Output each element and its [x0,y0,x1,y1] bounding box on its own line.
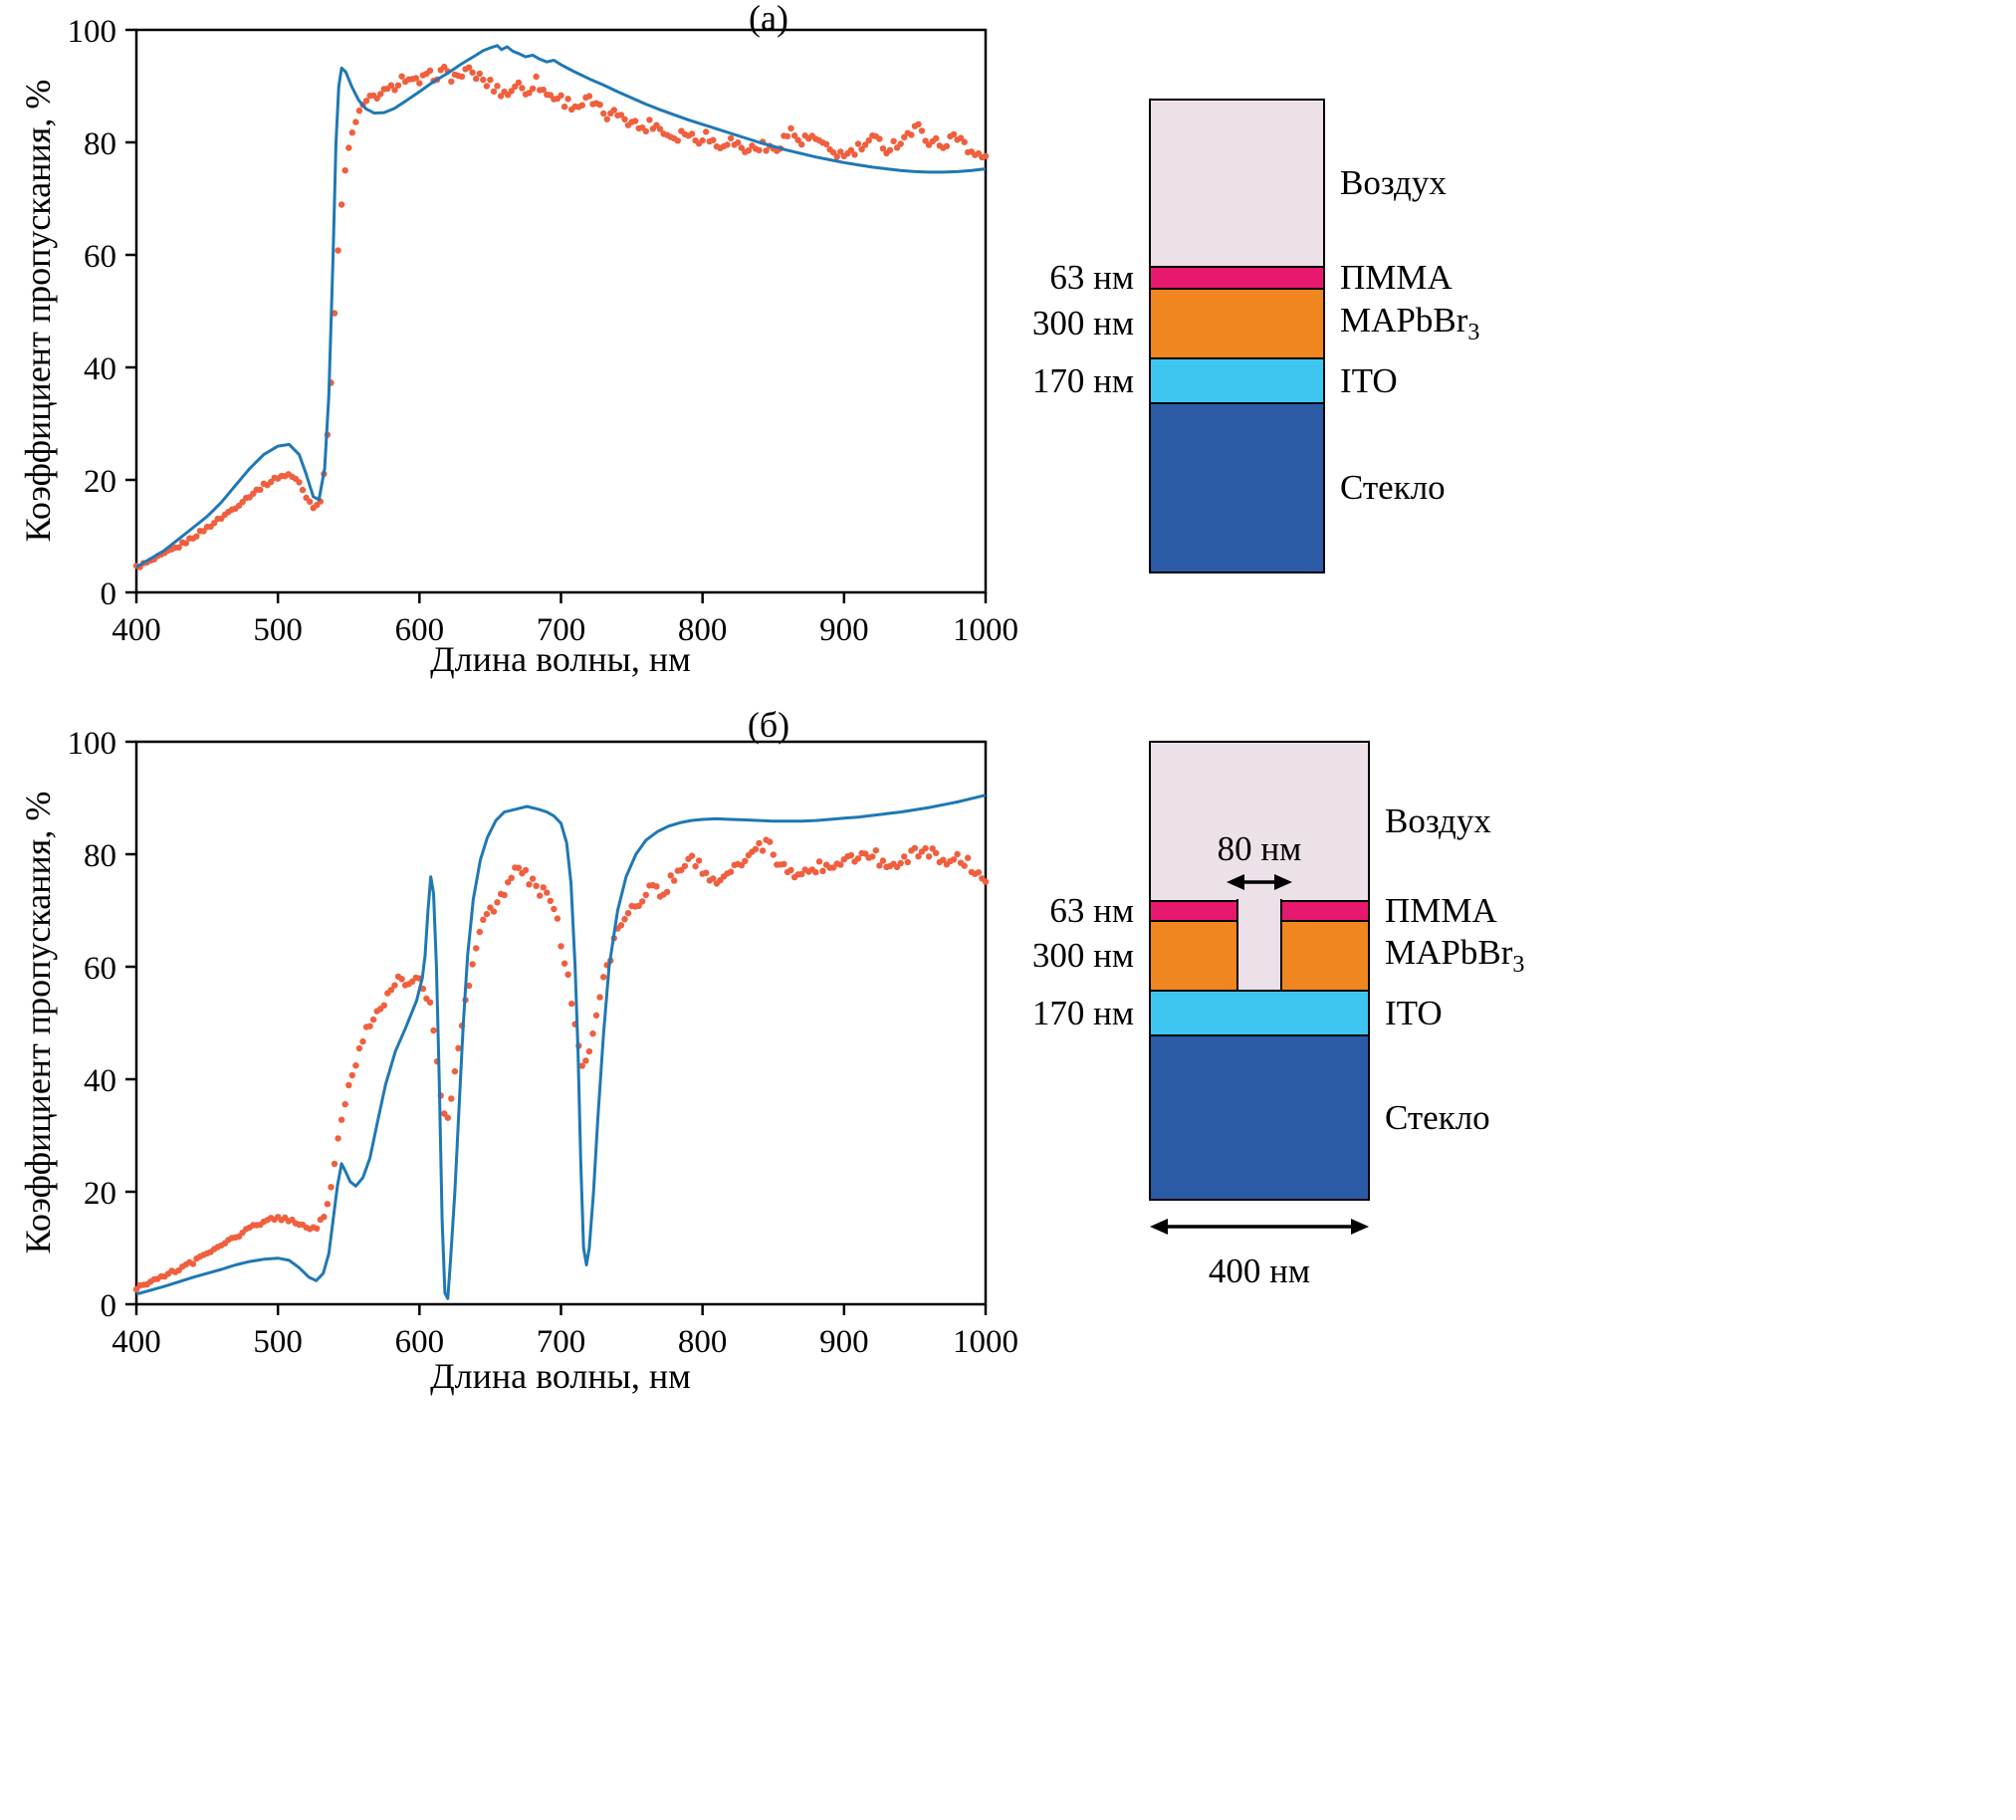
diagram-slot-stack [1149,741,1370,1235]
x-tick-label: 700 [537,1324,586,1360]
layer-air [1149,741,1370,902]
series-dots [132,836,990,1293]
series-line [135,794,987,1300]
layer-glass [1149,402,1325,573]
layer-pmma [1149,900,1238,922]
layer-thickness-mapbbr3: 300 нм [1031,936,1134,975]
layer-label-ito: ITO [1340,360,1398,400]
y-tick-label: 40 [84,1063,116,1099]
series-dots [132,63,990,570]
layer-label-pmma: ПММА [1340,258,1453,297]
diagram-planar-stack [1149,99,1325,573]
layer-thickness-pmma: 63 нм [1049,891,1134,930]
y-tick-label: 0 [101,576,117,612]
panel-b-xlabel: Длина волны, нм [430,1356,691,1396]
x-tick-label: 600 [395,612,445,648]
chart-a: 400 500 600 700 800 900 1000 0 20 40 60 80 100 [68,14,1019,648]
layer-label-air: Воздух [1385,801,1491,840]
layer-thickness-mapbbr3: 300 нм [1031,304,1134,342]
x-tick-label: 800 [678,1324,728,1360]
panel-a-xlabel: Длина волны, нм [430,639,691,679]
x-tick-label: 1000 [953,612,1018,648]
layer-ito [1149,990,1370,1036]
y-tick-label: 100 [68,726,117,762]
slot-outline [1236,899,1282,992]
layer-pmma [1149,266,1325,290]
slot [1238,899,1280,990]
layer-label-glass: Стекло [1385,1097,1490,1137]
layer-glass [1149,1034,1370,1201]
x-tick-label: 800 [678,612,728,648]
layer-thickness-ito: 170 нм [1031,993,1134,1032]
layer-mapbbr3 [1280,920,1370,992]
layer-label-ito: ITO [1385,993,1443,1032]
y-tick-label: 60 [84,239,116,275]
slot-width-label: 80 нм [1217,829,1302,868]
layer-thickness-pmma: 63 нм [1049,258,1134,297]
plot-frame [134,28,988,594]
y-tick-label: 80 [84,126,116,162]
y-tick-label: 100 [68,14,117,50]
x-tick-label: 500 [253,1324,303,1360]
y-tick-label: 20 [84,464,116,500]
chart-b: 400 500 600 700 800 900 1000 0 20 40 60 80 100 [68,726,1019,1360]
x-tick-label: 400 [112,612,161,648]
layer-label-air: Воздух [1340,163,1447,202]
y-tick-label: 40 [84,351,116,387]
layer-label-glass: Стекло [1340,468,1446,507]
layer-mapbbr3 [1149,920,1238,992]
panel-a-label: (а) [749,0,788,38]
panel-b-ylabel: Коэффициент пропускания, % [18,791,58,1254]
layer-label-pmma: ПММА [1385,891,1497,930]
layer-thickness-ito: 170 нм [1031,360,1134,400]
y-tick-label: 80 [84,838,116,874]
layer-label-mapbbr3: MAPbBr3 [1340,301,1480,345]
y-tick-label: 20 [84,1176,116,1212]
stack-width-label: 400 нм [1208,1251,1311,1290]
x-tick-label: 1000 [953,1324,1018,1360]
y-tick-label: 60 [84,951,116,987]
layer-label-mapbbr3: MAPbBr3 [1385,933,1525,978]
x-tick-label: 500 [253,612,303,648]
panel-b-label: (б) [747,705,790,745]
layer-air [1149,99,1325,268]
layer-ito [1149,357,1325,404]
x-tick-label: 700 [537,612,586,648]
x-tick-label: 900 [819,612,869,648]
panel-a-ylabel: Коэффициент пропускания, % [18,79,58,543]
layer-mapbbr3 [1149,288,1325,359]
x-tick-label: 900 [819,1324,869,1360]
layer-pmma [1280,900,1370,922]
y-tick-label: 0 [101,1288,117,1324]
series-line [135,44,987,569]
x-tick-label: 400 [112,1324,161,1360]
x-tick-label: 600 [395,1324,445,1360]
